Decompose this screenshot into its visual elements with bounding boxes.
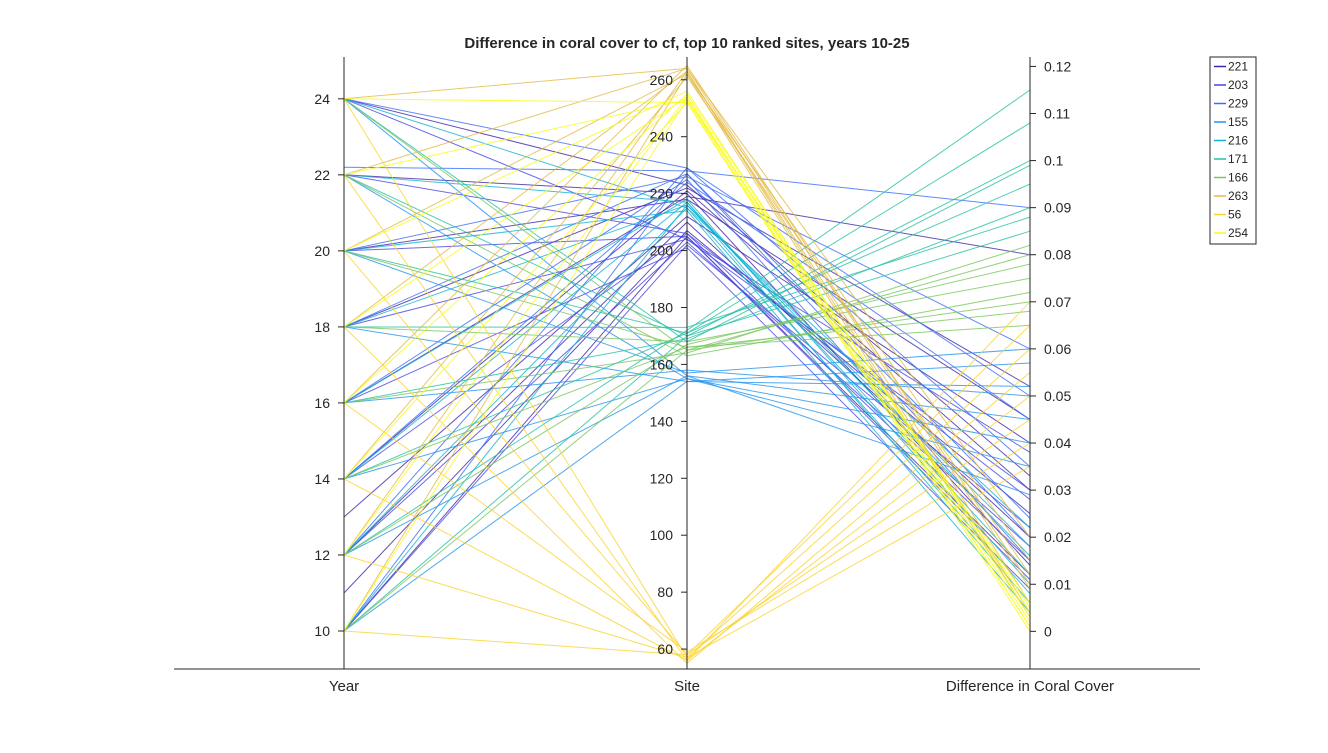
legend-label-203: 203 — [1228, 78, 1248, 92]
tick-label-0-3: 16 — [314, 395, 330, 411]
legend-label-229: 229 — [1228, 97, 1248, 111]
tick-label-0-1: 12 — [314, 547, 330, 563]
axes: 10 12 14 16 18 20 22 24 Year 60 80 100 120 140 160 180 2… — [174, 57, 1200, 695]
tick-label-1-1: 80 — [657, 584, 673, 600]
tick-label-0-2: 14 — [314, 471, 330, 487]
legend-label-166: 166 — [1228, 171, 1248, 185]
tick-label-1-6: 180 — [650, 299, 674, 315]
legend-label-263: 263 — [1228, 189, 1248, 203]
tick-label-2-7: 0.07 — [1044, 294, 1071, 310]
axis-label-1: Site — [674, 678, 700, 695]
tick-label-0-0: 10 — [314, 623, 330, 639]
legend-label-216: 216 — [1228, 134, 1248, 148]
axis-label-2: Difference in Coral Cover — [946, 678, 1114, 695]
tick-label-1-5: 160 — [650, 356, 674, 372]
tick-label-2-12: 0.12 — [1044, 58, 1071, 74]
tick-label-2-5: 0.05 — [1044, 388, 1071, 404]
legend-label-171: 171 — [1228, 152, 1248, 166]
tick-label-0-6: 22 — [314, 167, 330, 183]
tick-label-2-8: 0.08 — [1044, 247, 1071, 263]
tick-label-1-8: 220 — [650, 186, 674, 202]
legend-label-155: 155 — [1228, 115, 1248, 129]
legend-label-56: 56 — [1228, 208, 1242, 222]
legend-label-254: 254 — [1228, 226, 1248, 240]
chart-title: Difference in coral cover to cf, top 10 … — [464, 35, 909, 52]
tick-label-2-0: 0 — [1044, 623, 1052, 639]
tick-label-2-1: 0.01 — [1044, 576, 1071, 592]
tick-label-0-7: 24 — [314, 91, 330, 107]
tick-label-1-9: 240 — [650, 129, 674, 145]
tick-label-2-11: 0.11 — [1044, 105, 1070, 121]
legend-box — [1209, 56, 1257, 245]
tick-label-1-0: 60 — [657, 641, 673, 657]
tick-label-2-9: 0.09 — [1044, 200, 1071, 216]
tick-label-2-4: 0.04 — [1044, 435, 1071, 451]
legend: 221 203 229 155 216 171 166 263 56 254 — [1209, 56, 1257, 245]
tick-label-1-7: 200 — [650, 243, 674, 259]
tick-label-1-2: 100 — [650, 527, 674, 543]
axis-label-0: Year — [329, 678, 359, 695]
tick-label-1-4: 140 — [650, 413, 674, 429]
tick-label-0-4: 18 — [314, 319, 330, 335]
tick-label-2-6: 0.06 — [1044, 341, 1071, 357]
tick-label-2-3: 0.03 — [1044, 482, 1071, 498]
tick-label-1-3: 120 — [650, 470, 674, 486]
legend-label-221: 221 — [1228, 60, 1248, 74]
tick-label-0-5: 20 — [314, 243, 330, 259]
tick-label-2-10: 0.1 — [1044, 153, 1064, 169]
tick-label-2-2: 0.02 — [1044, 529, 1071, 545]
tick-label-1-10: 260 — [650, 72, 674, 88]
